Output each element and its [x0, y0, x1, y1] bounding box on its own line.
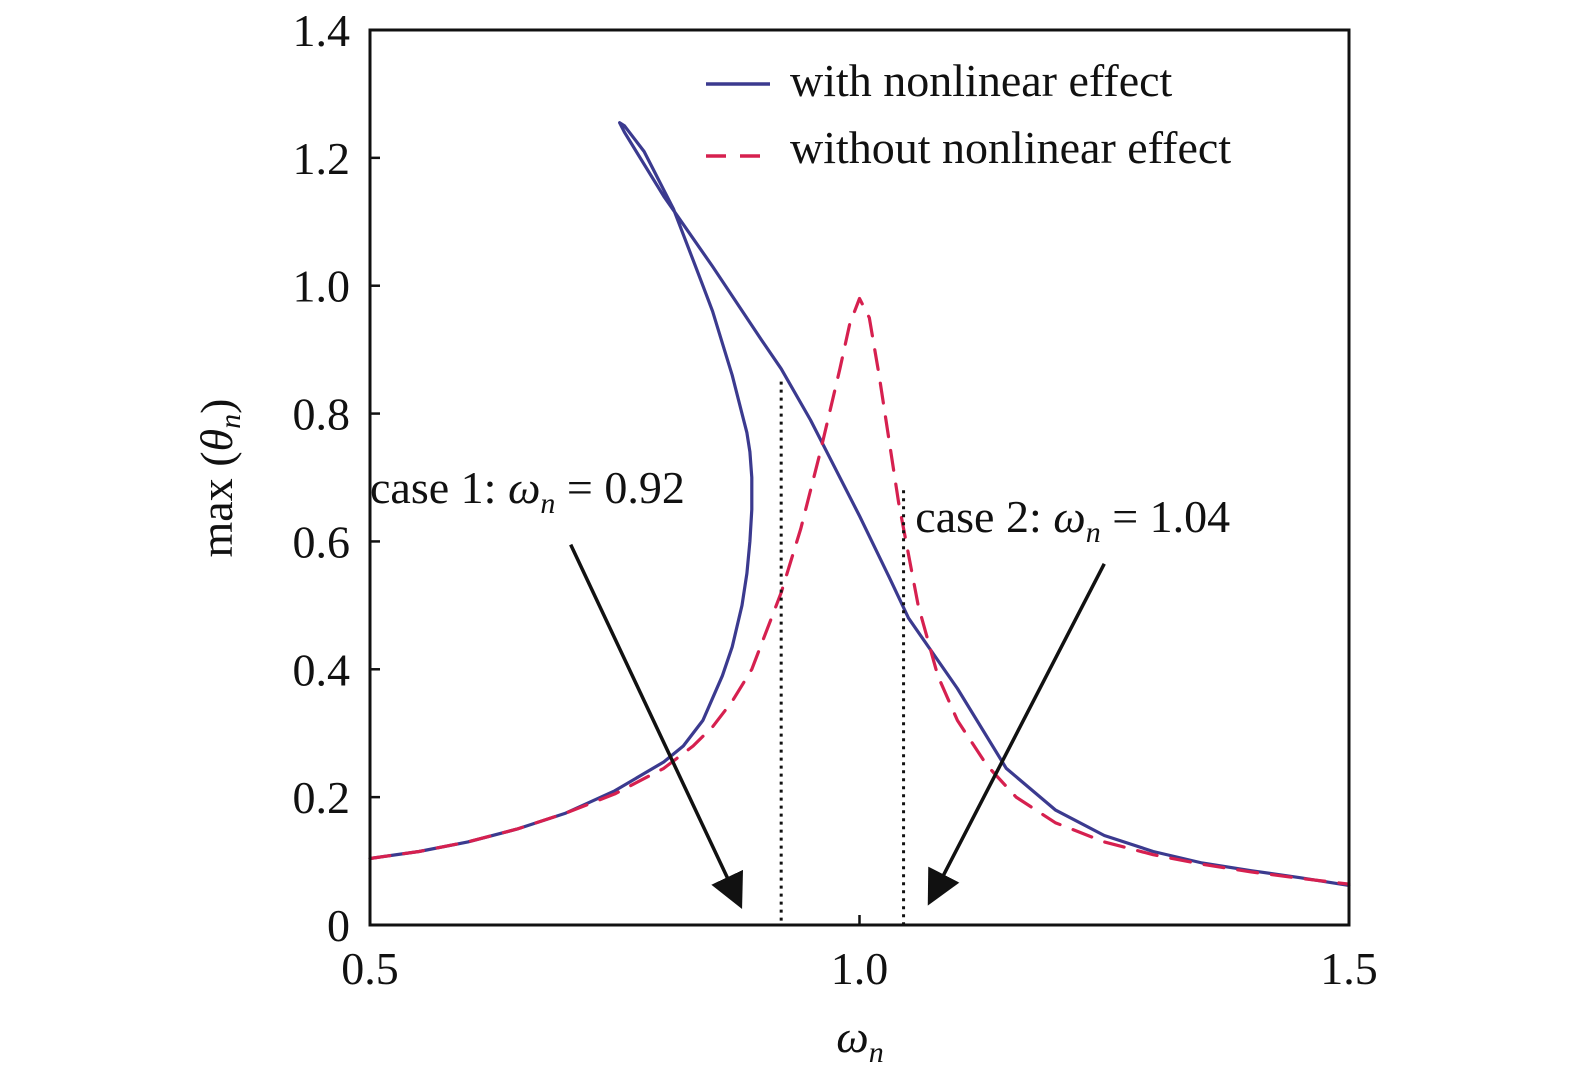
annotation-label-1: case 2: ωn = 1.04: [915, 491, 1230, 549]
y-tick-label-1: 0.2: [293, 772, 351, 823]
annotation-layer: case 1: ωn = 0.92 case 2: ωn = 1.04: [370, 462, 1230, 909]
x-tick-label-0: 0.5: [341, 943, 399, 994]
y-tick-label-4: 0.8: [293, 389, 351, 440]
vline-layer: [779, 381, 906, 925]
annotation-label-0: case 1: ωn = 0.92: [370, 462, 685, 520]
series-line-1: [368, 296, 1351, 886]
legend-label-without-nonlinear: without nonlinear effect: [790, 122, 1231, 173]
y-tick-label-3: 0.6: [293, 516, 351, 567]
annotation-arrow-1: [927, 563, 1106, 906]
x-tick-label-1: 1.0: [831, 943, 889, 994]
y-tick-label-7: 1.4: [293, 5, 351, 56]
x-axis-label: ωn: [836, 1011, 883, 1069]
legend-label-with-nonlinear: with nonlinear effect: [790, 55, 1173, 106]
y-tick-label-5: 1.0: [293, 261, 351, 312]
y-axis-label: max (θn): [191, 399, 247, 558]
y-tick-label-6: 1.2: [293, 133, 351, 184]
series-line-0: [368, 121, 1351, 887]
y-tick-label-0: 0: [327, 900, 350, 951]
series-layer: [368, 121, 1351, 887]
legend: with nonlinear effect without nonlinear …: [706, 55, 1231, 173]
y-tick-label-2: 0.4: [293, 644, 351, 695]
axes-layer: 0.5 1.0 1.5 0 0.2 0.4 0.6 0.8 1.0 1.2 1.4: [293, 5, 1378, 994]
x-tick-label-2: 1.5: [1320, 943, 1378, 994]
annotation-arrow-0: [569, 543, 744, 909]
